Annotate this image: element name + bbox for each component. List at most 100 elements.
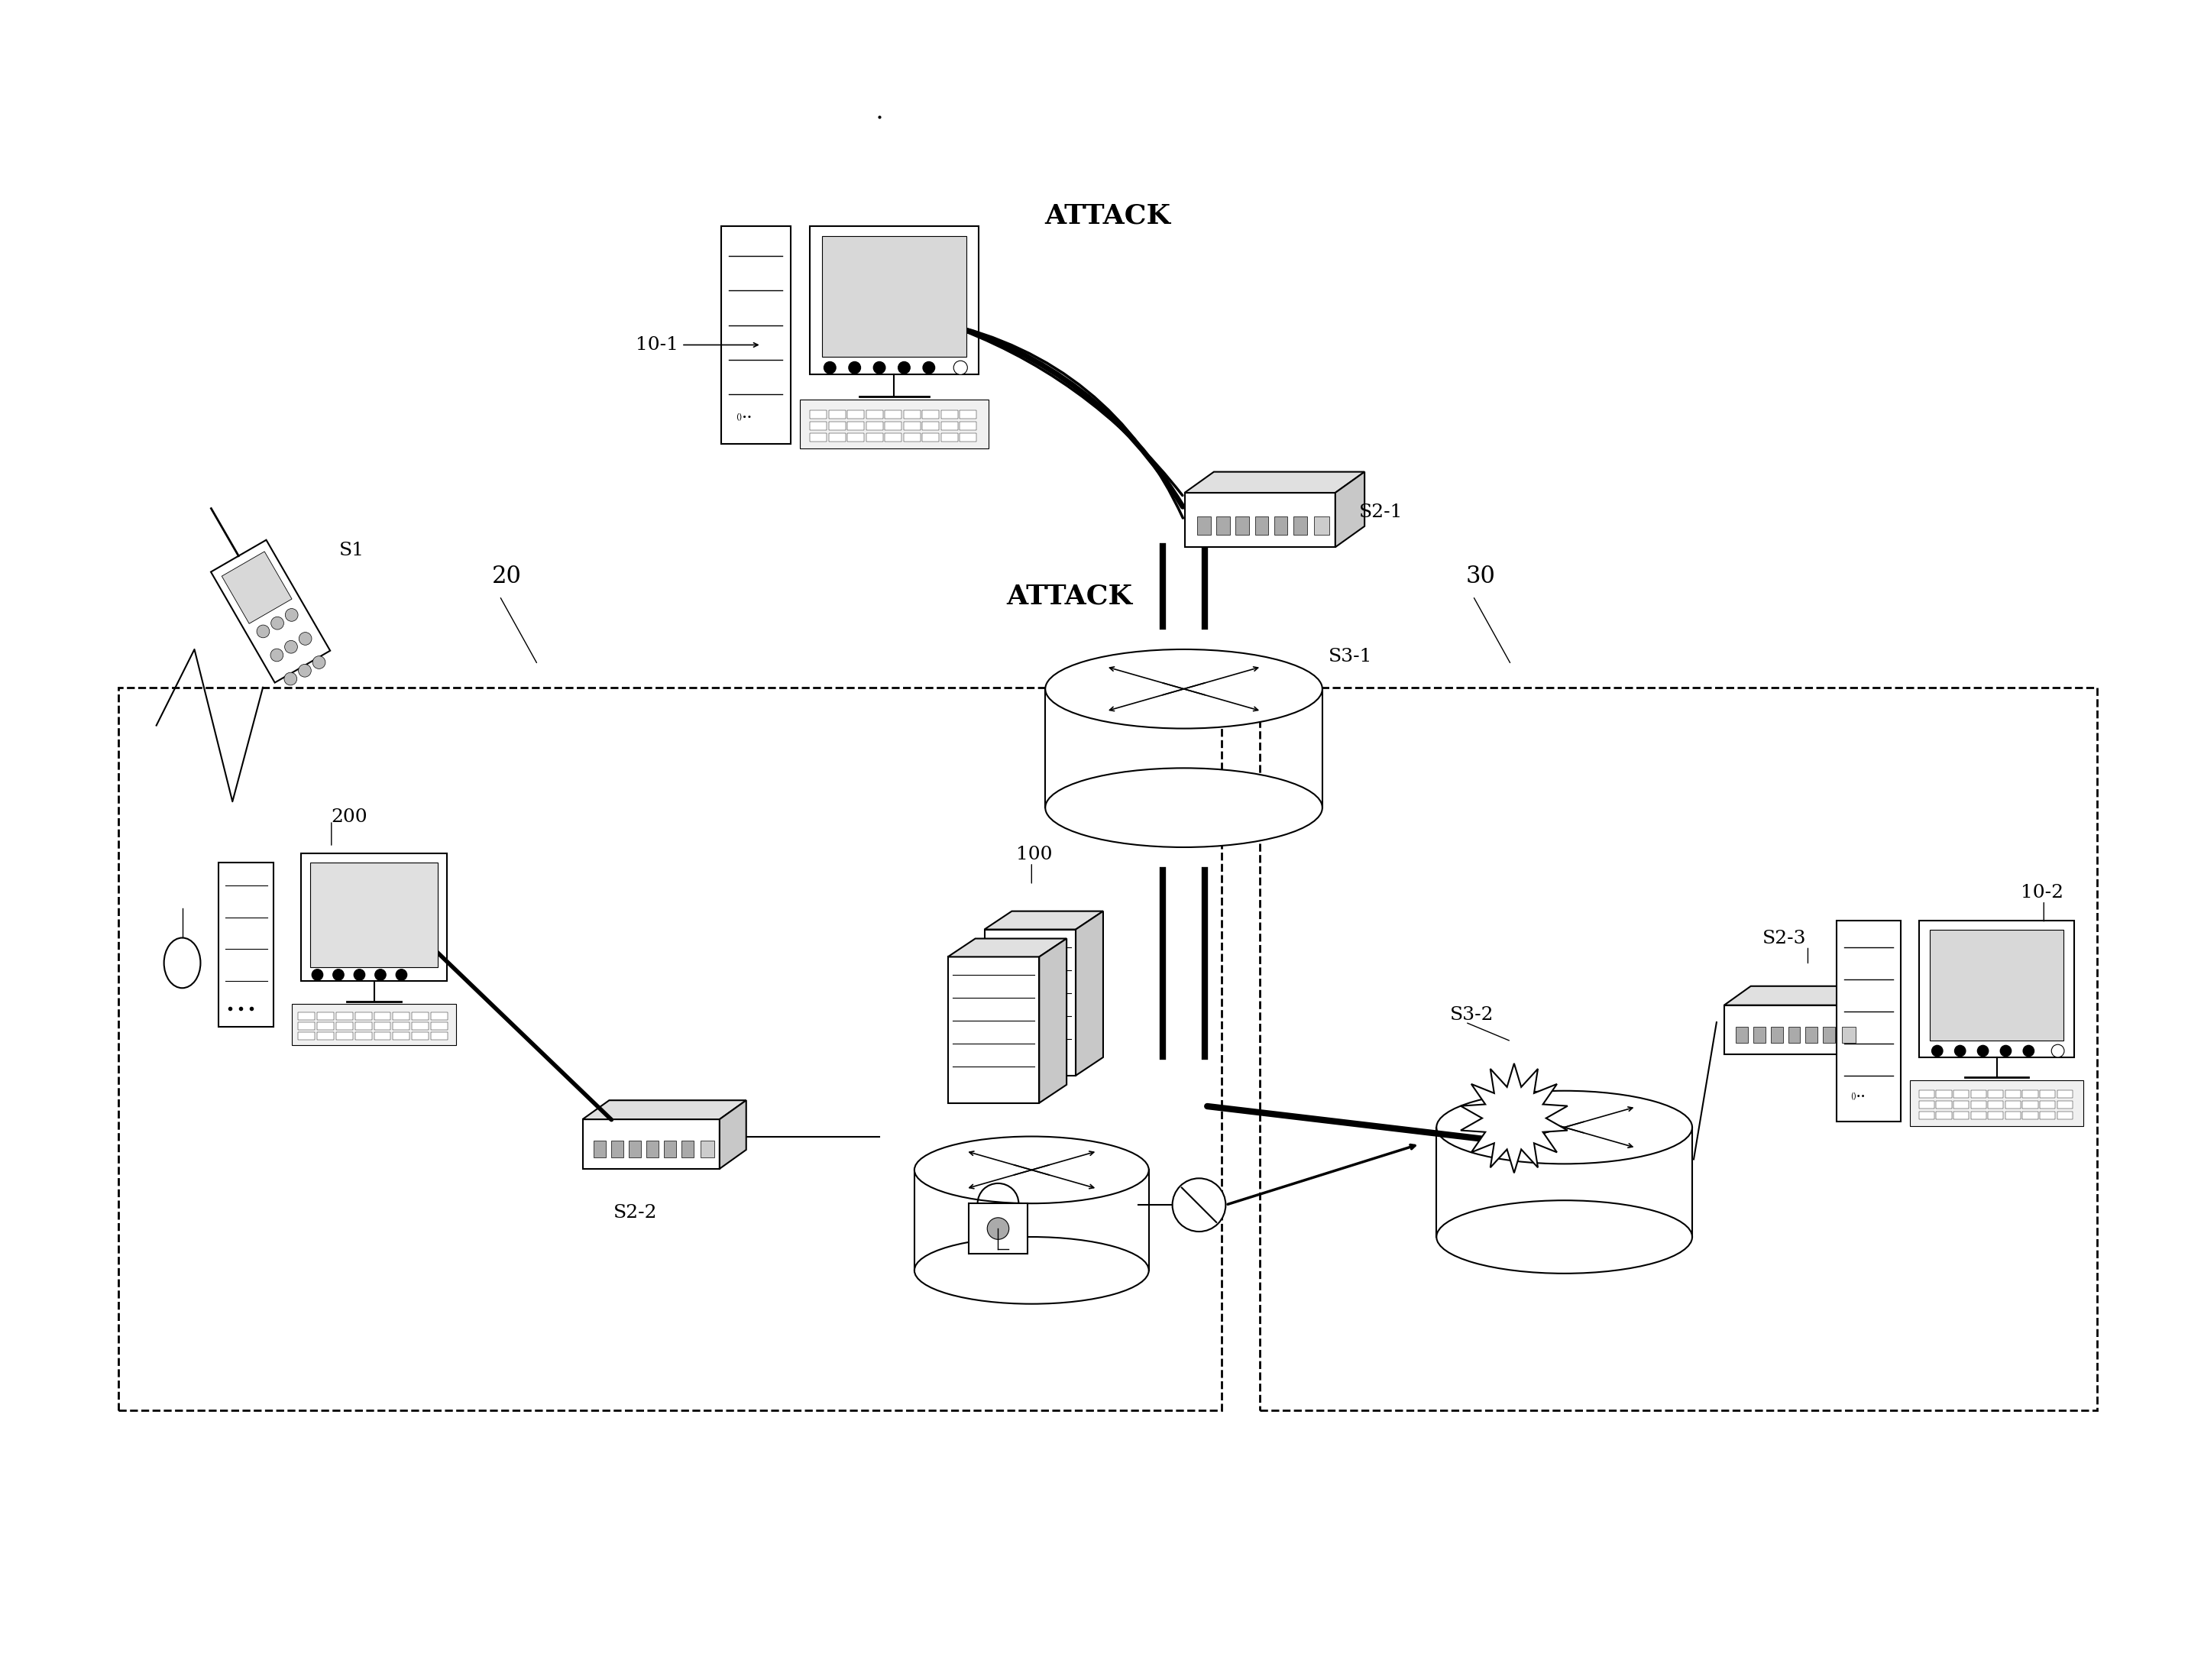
Bar [317,1013,335,1020]
Bar [1724,1005,1862,1055]
Bar [829,422,845,430]
Bar [1936,1100,1952,1109]
Bar [1919,1100,1934,1109]
Bar [317,1023,335,1030]
Bar [810,422,827,430]
Circle shape [374,969,385,979]
Text: S3-1: S3-1 [1328,648,1372,665]
Bar [1184,492,1335,548]
Bar [1919,921,2074,1057]
Bar [1823,1026,1836,1043]
Bar [866,410,884,418]
Bar [969,1203,1028,1253]
Bar [337,1013,352,1020]
Bar [947,958,1039,1104]
Circle shape [284,640,298,654]
Bar [823,237,967,356]
Circle shape [300,632,311,645]
Bar [118,687,1221,1411]
Bar [1260,687,2096,1411]
Circle shape [396,969,407,979]
Circle shape [271,648,282,662]
Bar [866,422,884,430]
Bar [2022,1100,2037,1109]
Bar [2004,1112,2022,1119]
Circle shape [1978,1045,1989,1057]
Circle shape [825,361,836,373]
Bar [1989,1090,2004,1099]
Polygon shape [1462,1063,1567,1173]
Bar [1788,1026,1801,1043]
Bar [411,1023,429,1030]
Circle shape [284,608,298,622]
Bar [354,1013,372,1020]
Circle shape [284,672,298,685]
Circle shape [923,361,934,373]
Bar [311,862,438,968]
Text: S3-2: S3-2 [1451,1006,1494,1023]
Bar [411,1032,429,1040]
Polygon shape [210,539,330,682]
Bar [302,853,446,981]
Bar [394,1013,409,1020]
Bar [298,1013,315,1020]
Text: 30: 30 [1466,564,1494,588]
Bar [1273,516,1287,534]
Bar [628,1141,641,1158]
Text: ATTACK: ATTACK [1006,583,1133,610]
Bar [1197,516,1210,534]
Bar [337,1032,352,1040]
Bar [961,433,976,442]
Bar [2004,1100,2022,1109]
Bar [722,227,790,444]
Ellipse shape [164,937,201,988]
Bar [904,433,921,442]
Bar [1989,1100,2004,1109]
Bar [1954,1100,1969,1109]
Text: S2-1: S2-1 [1359,504,1403,521]
Bar [884,433,901,442]
Bar [1930,929,2063,1042]
Bar [337,1023,352,1030]
Bar [1836,921,1901,1121]
Bar [2039,1112,2055,1119]
Bar [1971,1100,1987,1109]
Bar [866,433,884,442]
Bar [961,410,976,418]
Bar [923,433,939,442]
Bar [1954,1112,1969,1119]
Bar [317,1032,335,1040]
Bar [219,862,274,1026]
Bar [923,422,939,430]
Text: 10-2: 10-2 [2022,884,2063,902]
Ellipse shape [1438,1201,1691,1273]
Bar [354,1032,372,1040]
Ellipse shape [1438,1090,1691,1164]
Circle shape [2052,1045,2063,1057]
Bar [1293,516,1306,534]
Bar [582,1119,720,1169]
Polygon shape [1039,939,1066,1104]
Circle shape [1932,1045,1943,1057]
Bar [700,1141,713,1158]
Circle shape [2000,1045,2011,1057]
Bar [961,422,976,430]
Bar [2057,1100,2072,1109]
Bar [1770,1026,1783,1043]
Bar [1236,516,1249,534]
Circle shape [899,361,910,373]
Bar [847,422,864,430]
Bar [810,410,827,418]
Bar [1919,1112,1934,1119]
Polygon shape [1076,911,1103,1075]
Bar [985,929,1076,1075]
Polygon shape [582,1100,746,1119]
Bar [904,422,921,430]
Text: ()••: ()•• [1851,1092,1866,1100]
Bar [431,1032,449,1040]
Bar [298,1023,315,1030]
Bar [593,1141,606,1158]
Bar [680,1141,694,1158]
Text: 200: 200 [330,808,368,825]
Bar [298,1032,315,1040]
